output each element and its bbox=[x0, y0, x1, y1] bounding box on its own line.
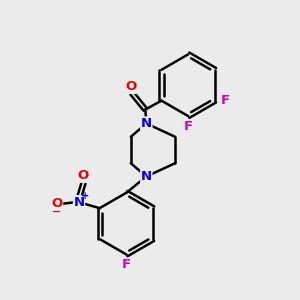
Text: N: N bbox=[141, 170, 152, 183]
Text: F: F bbox=[221, 94, 230, 107]
Text: N: N bbox=[74, 196, 85, 209]
Text: F: F bbox=[184, 120, 193, 133]
Text: O: O bbox=[78, 169, 89, 182]
Text: F: F bbox=[122, 258, 131, 271]
Text: −: − bbox=[52, 207, 62, 217]
Text: O: O bbox=[125, 80, 136, 93]
Text: +: + bbox=[82, 191, 90, 201]
Text: O: O bbox=[51, 197, 63, 210]
Text: N: N bbox=[141, 117, 152, 130]
